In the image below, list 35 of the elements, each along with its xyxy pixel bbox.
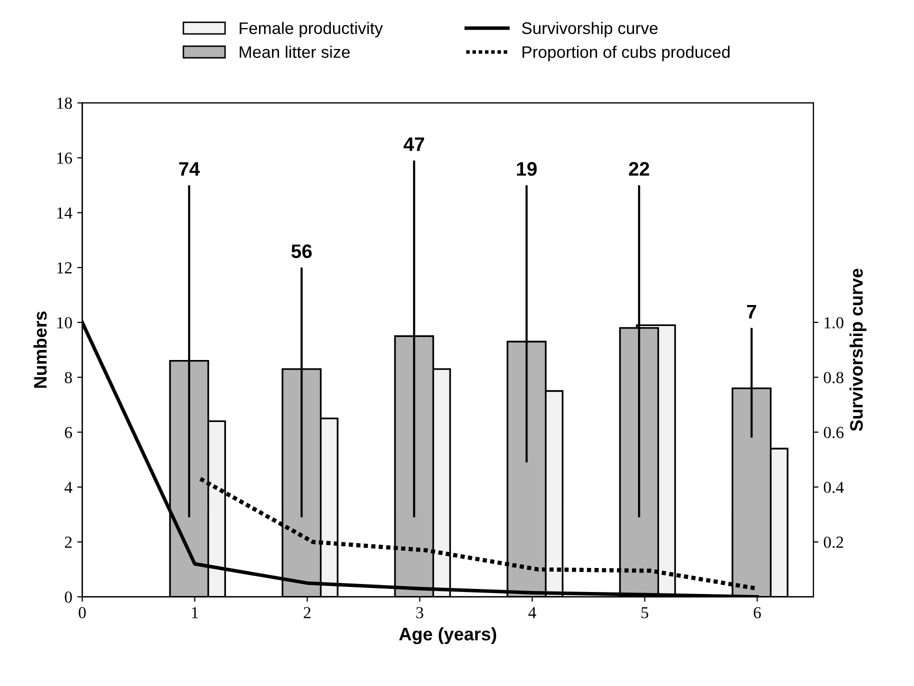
annotation: 56 xyxy=(291,244,312,258)
y2-tick-label: 0.2 xyxy=(824,536,844,548)
y-tick-label: 12 xyxy=(57,262,72,274)
legend-label: Mean litter size xyxy=(240,46,350,58)
y2-tick-label: 0.6 xyxy=(824,426,844,438)
annotation: 19 xyxy=(517,162,537,176)
x-tick-label: 6 xyxy=(754,607,761,618)
annotation: 7 xyxy=(747,304,756,318)
x-tick-label: 0 xyxy=(78,607,86,618)
y-tick-label: 6 xyxy=(64,426,72,438)
y-tick-label: 2 xyxy=(64,536,72,548)
annotation: 22 xyxy=(628,162,650,176)
y2-tick-label: 0.4 xyxy=(824,482,844,494)
legend-label: Survivorship curve xyxy=(522,22,658,38)
x-tick-label: 2 xyxy=(304,607,310,618)
y-tick-label: 18 xyxy=(57,98,72,109)
y-tick-label: 14 xyxy=(57,207,72,218)
x-tick-label: 1 xyxy=(192,607,198,618)
annotation: 74 xyxy=(179,162,200,176)
y-tick-label: 8 xyxy=(64,372,72,384)
legend-label: Female productivity xyxy=(240,22,383,38)
x-tick-label: 4 xyxy=(528,607,536,618)
y-axis-title: Numbers xyxy=(33,311,47,388)
x-axis-title: Age (years) xyxy=(399,627,496,644)
y2-tick-label: 1.0 xyxy=(824,317,844,328)
y2-tick-label: 0.8 xyxy=(824,372,844,384)
y2-axis-title: Survivorship curve xyxy=(850,268,866,432)
legend-label: Proportion of cubs produced xyxy=(522,46,730,62)
y-tick-label: 16 xyxy=(57,152,72,164)
annotation: 47 xyxy=(404,138,424,151)
y-tick-label: 0 xyxy=(64,592,72,603)
x-tick-label: 3 xyxy=(416,607,424,618)
y-tick-label: 10 xyxy=(57,317,72,328)
y-tick-label: 4 xyxy=(64,482,72,493)
x-tick-label: 5 xyxy=(642,607,648,618)
